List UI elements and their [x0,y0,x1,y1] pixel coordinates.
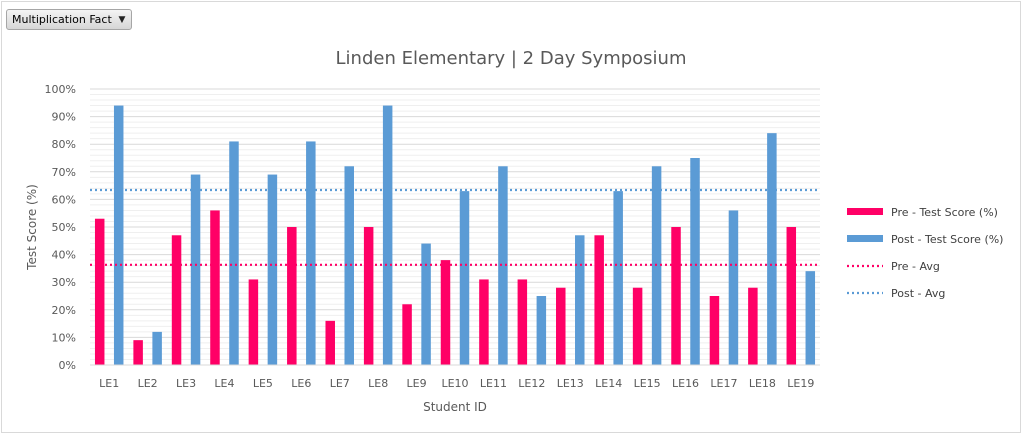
bar-post-le17[interactable] [728,210,739,365]
bar-post-le10[interactable] [459,191,470,365]
bar-pre-le15[interactable] [632,287,643,365]
x-tick-label: LE11 [480,377,507,390]
dropdown-arrow-icon[interactable]: ▼ [118,14,126,25]
x-tick-label: LE16 [672,377,699,390]
bars [94,105,816,365]
y-tick-label: 100% [45,83,76,96]
bar-pre-le16[interactable] [671,227,681,365]
bar-pre-le9[interactable] [402,304,412,365]
x-tick-label: LE2 [138,377,158,390]
y-axis-title: Test Score (%) [25,184,39,271]
bar-pre-le6[interactable] [287,227,297,365]
y-tick-label: 30% [52,276,76,289]
filter-dropdown[interactable]: Multiplication Fact ▼ [6,9,132,30]
x-tick-label: LE19 [787,377,814,390]
filter-dropdown-label: Multiplication Fact [12,13,112,26]
bar-pre-le18[interactable] [748,287,758,365]
x-tick-label: LE4 [214,377,234,390]
bar-pre-le10[interactable] [440,260,451,365]
bar-post-le19[interactable] [805,271,816,365]
bar-post-le4[interactable] [229,141,239,365]
bar-post-le13[interactable] [575,235,585,365]
legend-entry: Pre - Test Score (%) [891,206,998,219]
bar-pre-le7[interactable] [325,320,335,365]
x-tick-label: LE7 [330,377,350,390]
x-tick-label: LE17 [710,377,737,390]
legend-entry: Post - Test Score (%) [891,233,1003,246]
x-tick-label: LE13 [557,377,584,390]
bar-pre-le11[interactable] [479,279,489,365]
y-tick-label: 50% [52,221,76,234]
x-tick-label: LE8 [368,377,388,390]
x-tick-label: LE15 [634,377,661,390]
bar-pre-le14[interactable] [594,235,604,365]
x-tick-label: LE5 [253,377,273,390]
x-tick-label: LE9 [407,377,427,390]
bar-post-le12[interactable] [536,296,547,365]
bar-pre-le17[interactable] [709,296,720,365]
bar-pre-le19[interactable] [786,227,797,365]
y-axis-ticks: 0% 10% 20% 30% 40% 50% 60% 70% 80% 90% 100% [45,83,76,372]
y-tick-label: 0% [59,359,76,372]
average-lines [90,188,820,266]
bar-post-le2[interactable] [152,331,162,365]
bar-post-le9[interactable] [421,243,431,365]
chart-title: Linden Elementary | 2 Day Symposium [336,48,687,69]
x-tick-label: LE10 [441,377,468,390]
bar-post-le16[interactable] [690,158,700,365]
x-axis-ticks: LE1 LE2 LE3 LE4 LE5 LE6 LE7 LE8 LE9 LE10 LE11 LE12 L… [99,377,814,390]
bar-pre-le13[interactable] [556,287,566,365]
x-tick-label: LE1 [99,377,119,390]
bar-pre-le8[interactable] [363,227,374,365]
bar-post-le6[interactable] [306,141,316,365]
y-tick-label: 10% [52,331,76,344]
bar-pre-le5[interactable] [248,279,259,365]
y-tick-label: 80% [52,138,76,151]
bar-post-le3[interactable] [190,174,201,365]
bar-pre-le2[interactable] [133,340,143,365]
bar-pre-le3[interactable] [171,235,182,365]
bar-post-le8[interactable] [382,105,393,365]
bar-post-le14[interactable] [613,191,623,365]
y-tick-label: 90% [52,111,76,124]
x-axis-title: Student ID [423,400,487,414]
legend: Pre - Test Score (%) Post - Test Score (%… [847,206,1003,300]
legend-entry: Post - Avg [891,287,945,300]
legend-swatch [847,208,883,215]
x-tick-label: LE12 [518,377,545,390]
x-tick-label: LE14 [595,377,622,390]
x-tick-label: LE3 [176,377,196,390]
y-tick-label: 60% [52,193,76,206]
bar-post-le18[interactable] [767,133,777,365]
y-tick-label: 20% [52,304,76,317]
bar-post-le7[interactable] [344,166,354,365]
legend-entry: Pre - Avg [891,260,940,273]
bar-post-le5[interactable] [267,174,278,365]
y-tick-label: 40% [52,249,76,262]
bar-pre-le4[interactable] [210,210,220,365]
bar-post-le1[interactable] [113,105,124,365]
legend-swatch [847,235,883,242]
bar-pre-le1[interactable] [94,218,105,365]
y-tick-label: 70% [52,166,76,179]
bar-post-le11[interactable] [498,166,508,365]
x-tick-label: LE18 [749,377,776,390]
bar-pre-le12[interactable] [517,279,528,365]
x-tick-label: LE6 [291,377,311,390]
